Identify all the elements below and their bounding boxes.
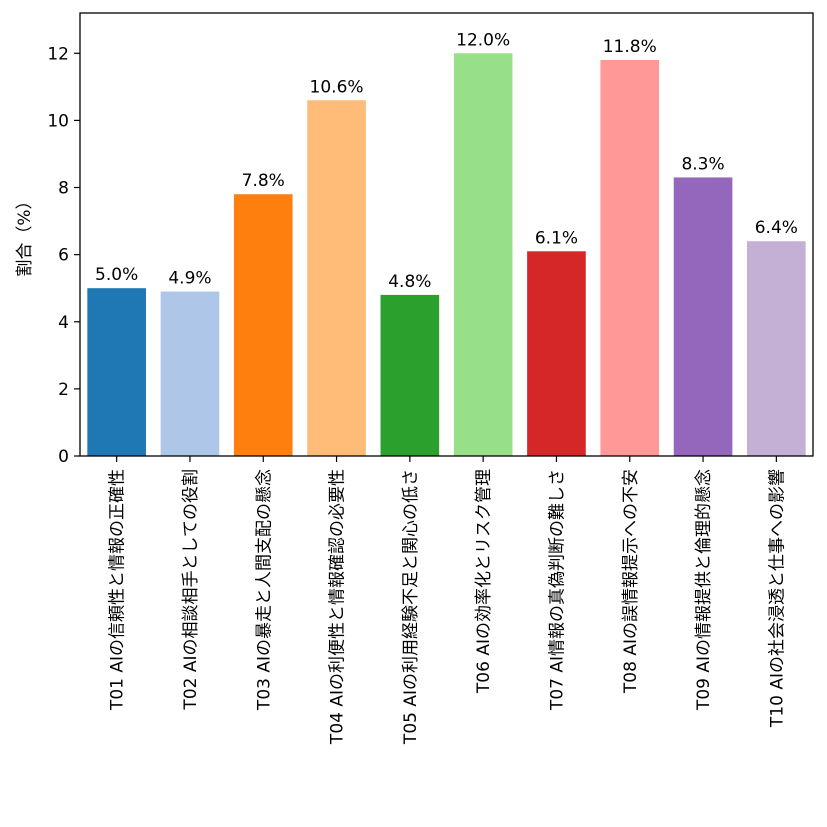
y-axis: 0 2 4 6 8 10 12 (47, 44, 80, 467)
value-labels-group: 5.0% 4.9% 7.8% 10.6% 4.8% 12.0% 6.1% 11.8% 8.3% 6… (95, 30, 798, 292)
bar-value-label: 10.6% (310, 77, 364, 97)
x-tick-label: T03 AIの暴走と人間支配の懸念 (253, 469, 274, 711)
x-tick-label: T04 AIの利便性と情報確認の必要性 (328, 469, 348, 745)
bar-value-label: 11.8% (603, 37, 657, 57)
bar (673, 177, 733, 457)
bars-group (87, 53, 806, 457)
bar (600, 59, 660, 456)
y-tick-label: 10 (47, 111, 69, 131)
y-tick-label: 8 (58, 179, 69, 199)
bar-value-label: 7.8% (242, 171, 285, 191)
bar-value-label: 6.1% (535, 228, 578, 248)
bar-value-label: 8.3% (681, 154, 724, 174)
bar-value-label: 4.8% (388, 272, 431, 292)
x-tick-label: T06 AIの効率化とリスク管理 (474, 469, 494, 694)
x-axis: T01 AIの信頼性と情報の正確性 T02 AIの相談相手としての役割 T03 AI… (108, 456, 787, 745)
bar (747, 241, 806, 456)
y-tick-label: 6 (58, 246, 69, 266)
x-tick-label: T10 AIの社会浸透と仕事への影響 (767, 469, 787, 728)
x-tick-label: T09 AIの情報提供と倫理的懸念 (693, 469, 714, 711)
bar (160, 291, 220, 456)
y-tick-label: 12 (47, 44, 69, 64)
bar (233, 194, 293, 456)
x-tick-label: T05 AIの利用経験不足と関心の低さ (401, 469, 421, 745)
bar (380, 294, 440, 456)
x-tick-label: T07 AI情報の真偽判断の難しさ (547, 469, 567, 711)
plot-frame (79, 12, 814, 457)
bar (527, 251, 586, 456)
bar-value-label: 5.0% (95, 265, 138, 285)
bar (87, 288, 146, 456)
bar-value-label: 4.9% (168, 269, 211, 289)
y-tick-label: 0 (58, 447, 69, 467)
x-tick-label: T08 AIの誤情報提示への不安 (621, 469, 641, 694)
y-tick-label: 2 (58, 380, 69, 400)
bar-value-label: 12.0% (456, 30, 510, 50)
bar (453, 53, 513, 456)
bar (307, 100, 366, 457)
y-axis-label: 割合（%） (15, 192, 35, 276)
x-tick-label: T02 AIの相談相手としての役割 (181, 469, 201, 711)
x-tick-label: T01 AIの信頼性と情報の正確性 (108, 469, 128, 711)
y-tick-label: 4 (58, 313, 69, 333)
bar-value-label: 6.4% (755, 218, 798, 238)
